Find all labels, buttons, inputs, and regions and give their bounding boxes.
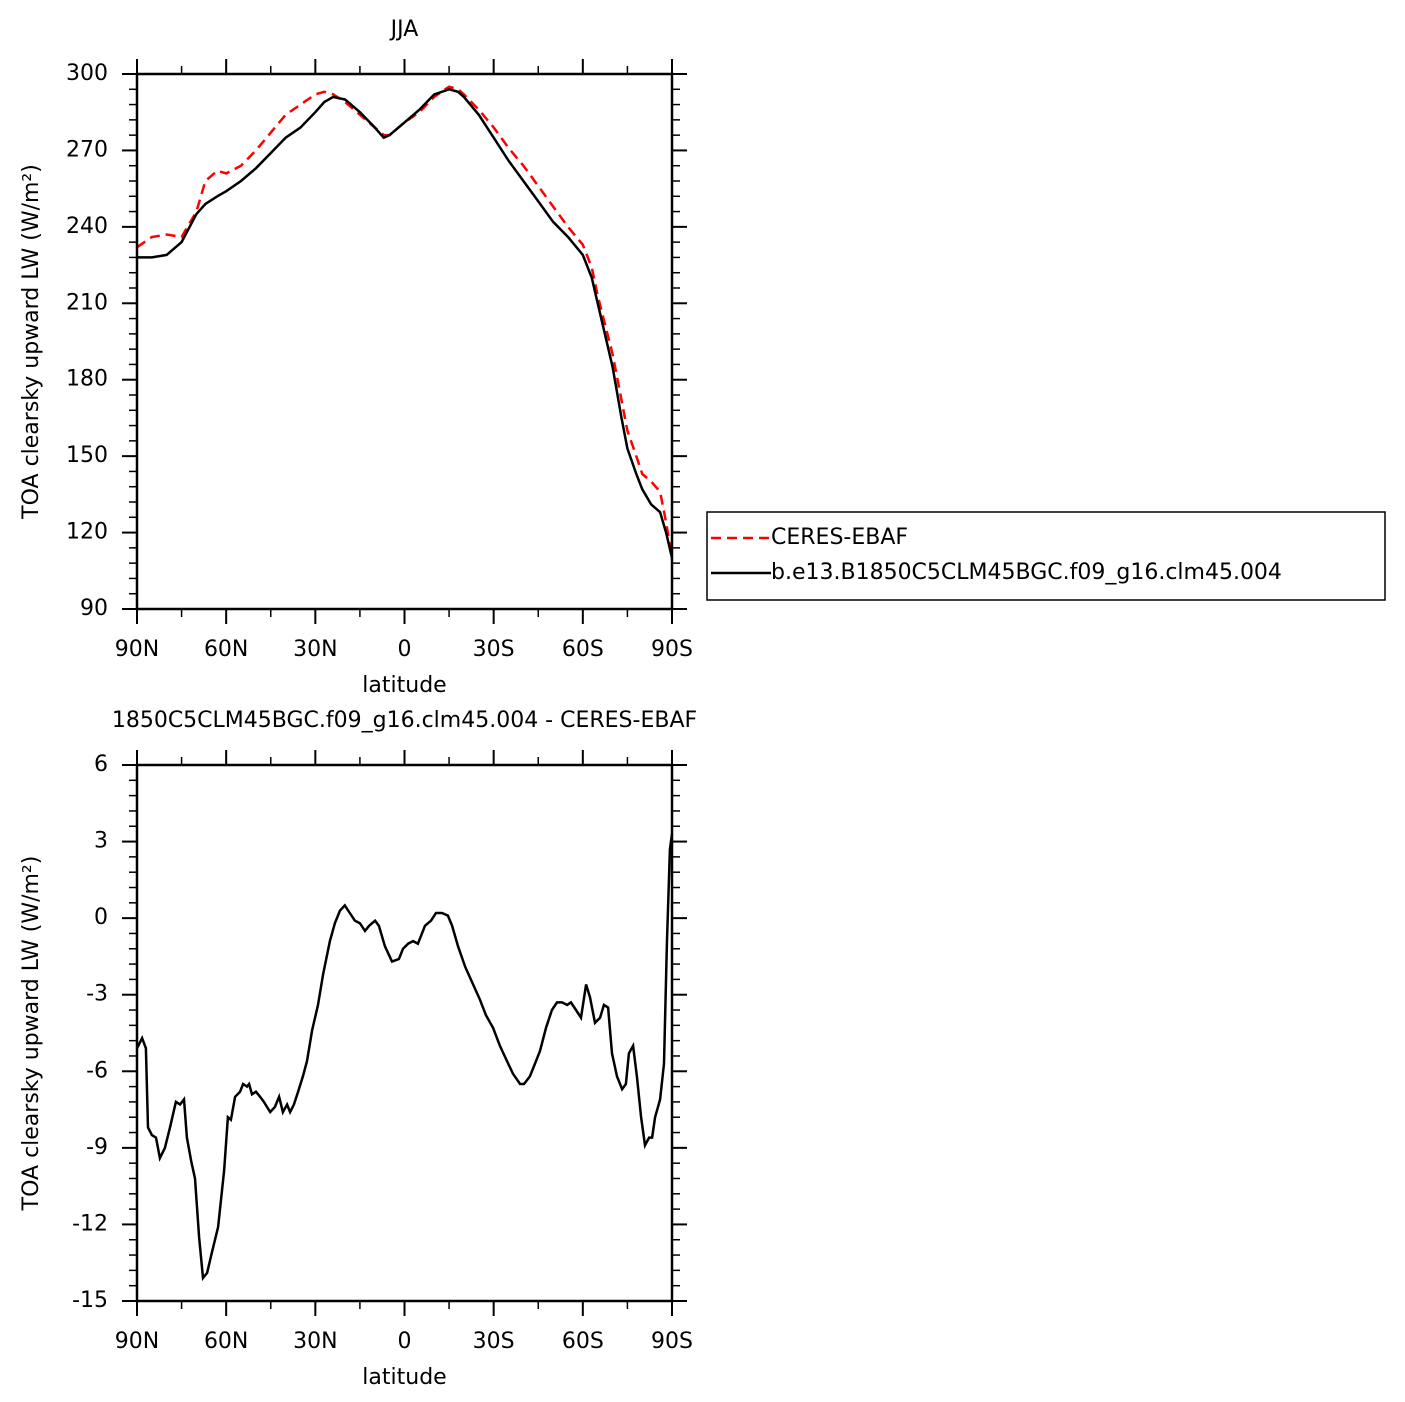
y-tick-label: 120: [66, 520, 108, 545]
y-tick-label: 90: [80, 596, 108, 621]
plot-frame: [135, 72, 674, 611]
chart-title: JJA: [389, 17, 419, 42]
y-tick-label: 240: [66, 214, 108, 239]
y-tick-label: 210: [66, 290, 108, 315]
y-tick-label: 180: [66, 367, 108, 392]
y-tick-label: 300: [66, 61, 108, 86]
x-tick-label: 30N: [293, 1329, 337, 1354]
legend-box: [706, 511, 1386, 601]
y-tick-label: 6: [94, 752, 108, 777]
y-tick-label: -6: [86, 1058, 108, 1083]
legend-label: CERES-EBAF: [771, 525, 908, 550]
x-tick-label: 30N: [293, 637, 337, 662]
legend-label: b.e13.B1850C5CLM45BGC.f09_g16.clm45.004: [771, 560, 1282, 585]
y-tick-label: 270: [66, 137, 108, 162]
x-tick-label: 90N: [115, 1329, 159, 1354]
y-tick-label: 150: [66, 443, 108, 468]
x-tick-label: 60S: [562, 1329, 604, 1354]
x-tick-label: 30S: [473, 1329, 515, 1354]
y-tick-label: -15: [72, 1288, 108, 1313]
x-tick-label: 90N: [115, 637, 159, 662]
data-line: [135, 833, 674, 1282]
data-line: [137, 87, 674, 559]
plot-frame: [135, 763, 674, 1303]
x-tick-label: 0: [398, 637, 412, 662]
x-tick-label: 90S: [651, 637, 693, 662]
x-axis-label: latitude: [362, 1365, 446, 1390]
x-tick-label: 60S: [562, 637, 604, 662]
data-line: [136, 85, 674, 559]
y-tick-label: -12: [72, 1211, 108, 1236]
x-tick-label: 60N: [204, 1329, 248, 1354]
y-axis-label: TOA clearsky upward LW (W/m²): [19, 856, 44, 1212]
x-tick-label: 90S: [651, 1329, 693, 1354]
y-tick-label: -9: [86, 1135, 108, 1160]
y-tick-label: 3: [94, 829, 108, 854]
x-tick-label: 30S: [473, 637, 515, 662]
y-axis-label: TOA clearsky upward LW (W/m²): [19, 164, 44, 520]
x-tick-label: 0: [398, 1329, 412, 1354]
x-axis-label: latitude: [362, 673, 446, 698]
y-tick-label: 0: [94, 905, 108, 930]
y-tick-label: -3: [86, 982, 108, 1007]
chart-title: 1850C5CLM45BGC.f09_g16.clm45.004 - CERES…: [112, 708, 697, 733]
x-tick-label: 60N: [204, 637, 248, 662]
